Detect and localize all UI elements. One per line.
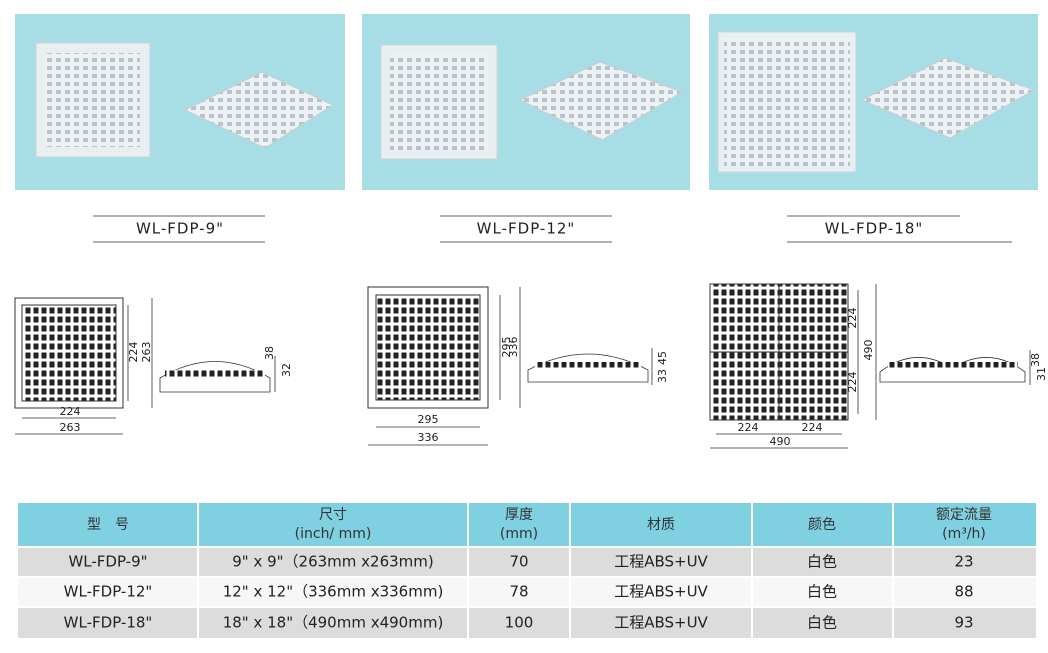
dimension-label: 224 [738,421,759,434]
dimension-label: 224 [60,405,81,418]
table-cell: 工程ABS+UV [614,553,708,571]
grate-photo [390,54,488,150]
table-cell: WL-FDP-12" [64,583,153,601]
table-cell: WL-FDP-18" [64,614,153,632]
dimension-label: 38 [1029,353,1042,367]
table-cell: 23 [954,553,973,571]
model-label: WL-FDP-18" [825,220,924,238]
table-header: 厚度 [505,507,533,523]
model-label: WL-FDP-12" [477,220,576,238]
dimension-label: 31 [1035,367,1048,381]
dimension-label: 263 [140,342,153,363]
dimension-label: 490 [862,340,875,361]
grate-photo [46,53,140,147]
dimension-label: 224 [802,421,823,434]
table-cell: 白色 [807,614,837,632]
dimension-label: 38 [263,346,276,360]
table-grid [18,503,1036,638]
photos [15,14,1038,190]
dimension-label: 224 [846,372,859,393]
table-header: 型 号 [87,517,129,533]
table-cell: 9" x 9"（263mm x263mm) [232,553,434,571]
table-header: (mm) [500,526,538,542]
table-cell: 工程ABS+UV [614,614,708,632]
table-cell: 白色 [807,583,837,601]
technical-drawing [14,297,276,435]
grate-photo [724,38,850,166]
dimension-label: 224 [127,342,140,363]
table-cell: 93 [954,614,973,632]
grate-photo [860,57,1036,139]
label-rules [93,215,1012,243]
table-cell: 88 [954,583,973,601]
technical-drawing [367,286,653,446]
dimension-label: 32 [280,363,293,377]
dimension-label: 336 [418,431,439,444]
table-header: 额定流量 [936,507,992,523]
dimension-label: 336 [507,337,520,358]
table-header: 尺寸 [319,507,347,523]
dimension-label: 295 [418,413,439,426]
grate-photo [183,71,335,149]
table-header: (inch/ mm) [295,526,372,542]
dimension-label: 295 [500,337,513,358]
table-cell: 100 [505,614,534,632]
table-header: 颜色 [808,516,836,533]
dimension-label: 490 [770,435,791,448]
dimension-label: 45 [656,351,669,365]
table-cell: 70 [509,553,528,571]
technical-drawing [709,283,1031,449]
table-cell: 18" x 18"（490mm x490mm) [223,614,444,632]
table-cell: 78 [509,583,528,601]
table-cell: 白色 [807,553,837,571]
table-header: (m³/h) [942,526,986,542]
dimension-label: 263 [60,421,81,434]
table-cell: 工程ABS+UV [614,583,708,601]
table-cell: 12" x 12"（336mm x336mm) [223,583,444,601]
grate-photo [518,61,684,141]
table-cell: WL-FDP-9" [68,553,147,571]
dimension-label: 224 [846,308,859,329]
dimension-label: 33 [656,369,669,383]
table-header: 材质 [647,517,675,533]
model-label: WL-FDP-9" [136,220,224,238]
